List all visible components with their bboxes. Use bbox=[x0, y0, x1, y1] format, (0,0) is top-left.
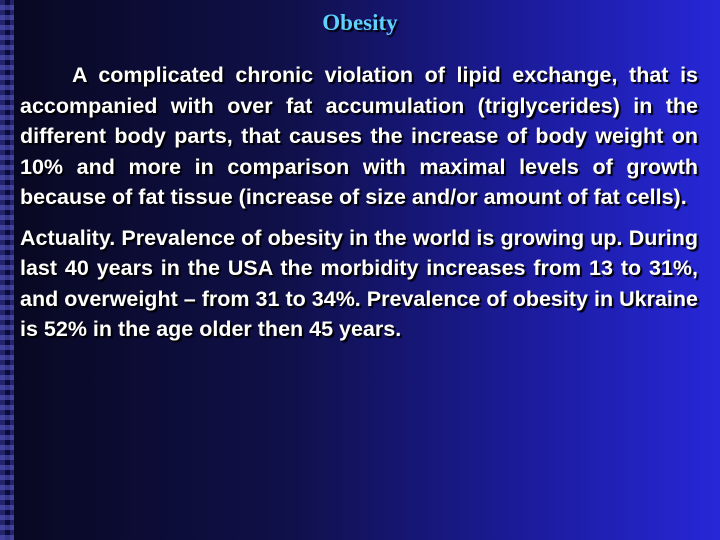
slide-title: Obesity bbox=[322, 10, 398, 35]
decorative-checker-stripe bbox=[0, 0, 14, 540]
definition-paragraph: A complicated chronic violation of lipid… bbox=[20, 63, 698, 209]
slide-body: A complicated chronic violation of lipid… bbox=[20, 60, 698, 355]
actuality-paragraph: Actuality. Prevalence of obesity in the … bbox=[20, 225, 698, 342]
